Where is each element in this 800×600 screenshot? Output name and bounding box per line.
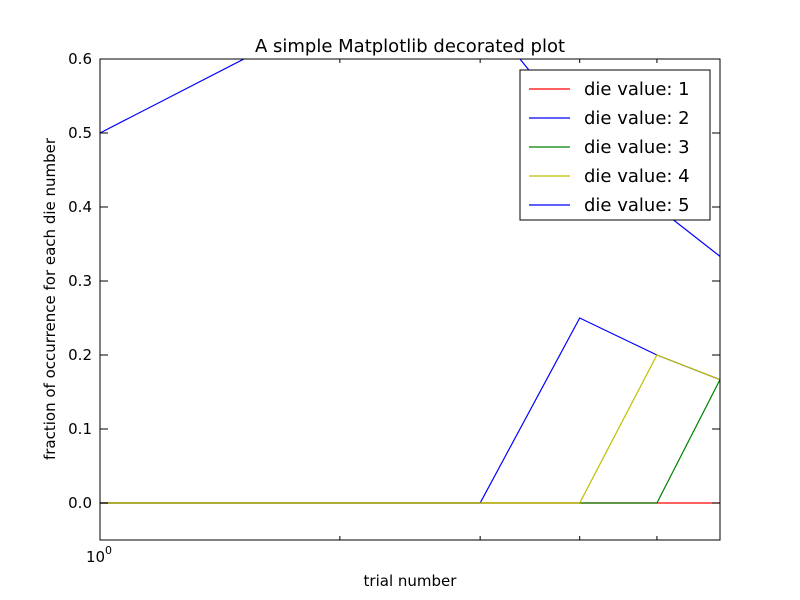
legend-box — [519, 69, 711, 221]
plot-frame — [99, 58, 721, 541]
y-tick-label: 0.6 — [68, 50, 92, 68]
legend-label-4: die value: 4 — [584, 166, 690, 187]
y-tick-label: 0.5 — [68, 124, 92, 142]
y-tick-label: 0.0 — [68, 494, 92, 512]
y-tick-label: 0.1 — [68, 420, 92, 438]
x-axis-label: trial number — [364, 572, 458, 590]
chart-title: A simple Matplotlib decorated plot — [255, 36, 565, 57]
legend-label-1: die value: 1 — [584, 79, 690, 100]
legend-label-5: die value: 5 — [584, 195, 690, 216]
series-line-4 — [100, 354, 720, 504]
x-tick-label-exponent: 0 — [105, 544, 112, 557]
ticks-layer: 0.0 0.1 0.2 0.3 0.4 0.5 0.6 10 0 — [68, 50, 721, 566]
legend-label-3: die value: 3 — [584, 137, 690, 158]
y-axis-label: fraction of occurrence for each die numb… — [41, 137, 59, 460]
legend-label-2: die value: 2 — [584, 108, 690, 129]
y-tick-label: 0.4 — [68, 198, 92, 216]
y-tick-label: 0.2 — [68, 346, 92, 364]
y-tick-label: 0.3 — [68, 272, 92, 290]
x-tick-label: 10 — [86, 548, 105, 566]
legend: die value: 1 die value: 2 die value: 3 die … — [519, 69, 711, 221]
